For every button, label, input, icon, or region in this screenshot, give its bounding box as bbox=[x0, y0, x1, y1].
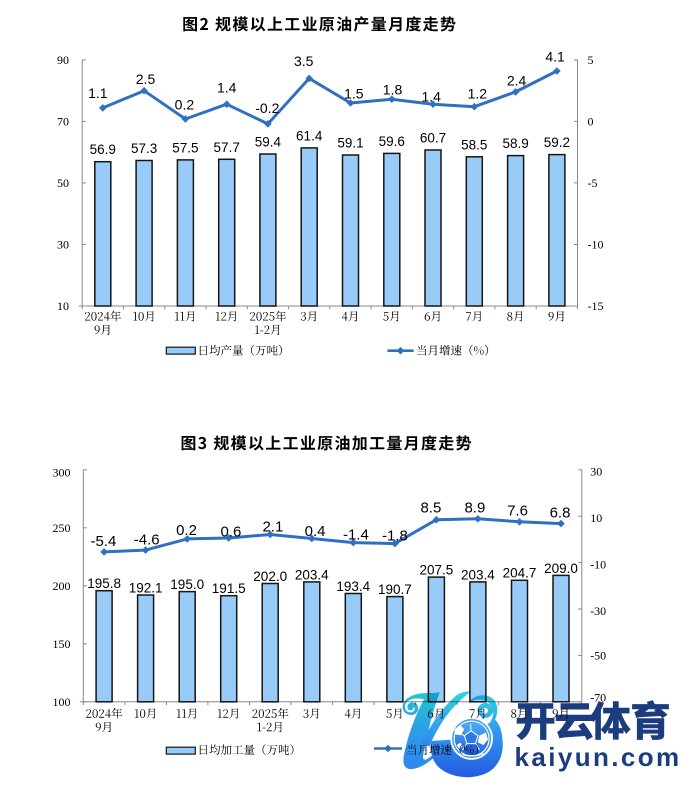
svg-text:6.8: 6.8 bbox=[550, 505, 571, 522]
svg-text:1.2: 1.2 bbox=[468, 86, 488, 102]
svg-text:2.1: 2.1 bbox=[262, 519, 283, 536]
svg-text:59.6: 59.6 bbox=[379, 134, 405, 149]
svg-text:1.5: 1.5 bbox=[344, 86, 364, 102]
svg-text:-50: -50 bbox=[590, 649, 606, 663]
svg-text:193.4: 193.4 bbox=[336, 579, 370, 594]
svg-text:61.4: 61.4 bbox=[296, 128, 323, 143]
svg-text:202.0: 202.0 bbox=[253, 569, 287, 584]
svg-text:-70: -70 bbox=[590, 690, 606, 704]
svg-text:-0.2: -0.2 bbox=[255, 100, 279, 116]
svg-text:200: 200 bbox=[53, 579, 71, 593]
svg-text:3.5: 3.5 bbox=[294, 53, 314, 69]
svg-text:2.4: 2.4 bbox=[507, 73, 527, 89]
svg-text:0: 0 bbox=[588, 115, 594, 129]
svg-text:-1.4: -1.4 bbox=[343, 527, 369, 544]
svg-text:195.0: 195.0 bbox=[170, 577, 204, 592]
svg-text:-4.6: -4.6 bbox=[134, 531, 160, 548]
svg-text:192.1: 192.1 bbox=[129, 580, 163, 595]
svg-text:-5: -5 bbox=[588, 176, 598, 190]
svg-text:10: 10 bbox=[590, 511, 602, 525]
svg-text:195.8: 195.8 bbox=[87, 576, 121, 591]
svg-text:30: 30 bbox=[590, 465, 602, 479]
svg-text:58.9: 58.9 bbox=[502, 136, 528, 151]
svg-text:0.6: 0.6 bbox=[220, 523, 241, 540]
svg-text:250: 250 bbox=[53, 521, 71, 535]
svg-text:57.3: 57.3 bbox=[131, 141, 157, 156]
svg-text:-15: -15 bbox=[588, 299, 604, 313]
svg-text:-1.8: -1.8 bbox=[382, 527, 408, 544]
svg-text:204.7: 204.7 bbox=[503, 566, 537, 581]
svg-text:203.4: 203.4 bbox=[461, 567, 495, 582]
svg-text:190.7: 190.7 bbox=[378, 582, 412, 597]
svg-text:0.4: 0.4 bbox=[305, 523, 326, 540]
svg-text:57.5: 57.5 bbox=[172, 140, 198, 155]
svg-text:191.5: 191.5 bbox=[212, 581, 246, 596]
svg-text:57.7: 57.7 bbox=[214, 140, 240, 155]
svg-text:60.7: 60.7 bbox=[420, 131, 446, 146]
svg-text:-10: -10 bbox=[590, 558, 606, 572]
svg-text:207.5: 207.5 bbox=[420, 563, 454, 578]
svg-text:59.1: 59.1 bbox=[337, 136, 363, 151]
svg-text:1.8: 1.8 bbox=[383, 81, 403, 97]
svg-text:0.2: 0.2 bbox=[175, 97, 195, 113]
svg-text:10: 10 bbox=[57, 299, 69, 313]
svg-text:kaiyun.com: kaiyun.com bbox=[515, 742, 682, 772]
svg-text:58.5: 58.5 bbox=[461, 137, 487, 152]
svg-text:5: 5 bbox=[588, 53, 594, 67]
svg-text:-10: -10 bbox=[588, 238, 604, 252]
svg-text:4.1: 4.1 bbox=[545, 49, 565, 65]
svg-text:50: 50 bbox=[57, 176, 69, 190]
svg-text:59.2: 59.2 bbox=[544, 135, 570, 150]
svg-text:1.4: 1.4 bbox=[421, 89, 441, 105]
svg-text:8.5: 8.5 bbox=[420, 499, 441, 516]
svg-text:90: 90 bbox=[57, 53, 69, 67]
svg-text:70: 70 bbox=[57, 115, 69, 129]
svg-text:59.4: 59.4 bbox=[255, 135, 282, 150]
svg-text:1.1: 1.1 bbox=[88, 85, 108, 101]
svg-text:30: 30 bbox=[57, 238, 69, 252]
svg-text:203.4: 203.4 bbox=[295, 567, 329, 582]
svg-text:0.2: 0.2 bbox=[176, 522, 197, 539]
svg-text:209.0: 209.0 bbox=[544, 561, 578, 576]
svg-text:8.9: 8.9 bbox=[464, 499, 485, 516]
svg-text:7.6: 7.6 bbox=[507, 503, 528, 520]
svg-text:100: 100 bbox=[53, 695, 71, 709]
svg-text:300: 300 bbox=[53, 465, 71, 479]
svg-text:-5.4: -5.4 bbox=[90, 533, 116, 550]
svg-text:150: 150 bbox=[53, 637, 71, 651]
svg-text:-30: -30 bbox=[590, 604, 606, 618]
svg-text:2.5: 2.5 bbox=[136, 71, 156, 87]
svg-text:1.4: 1.4 bbox=[217, 80, 237, 96]
svg-text:56.9: 56.9 bbox=[90, 142, 116, 157]
